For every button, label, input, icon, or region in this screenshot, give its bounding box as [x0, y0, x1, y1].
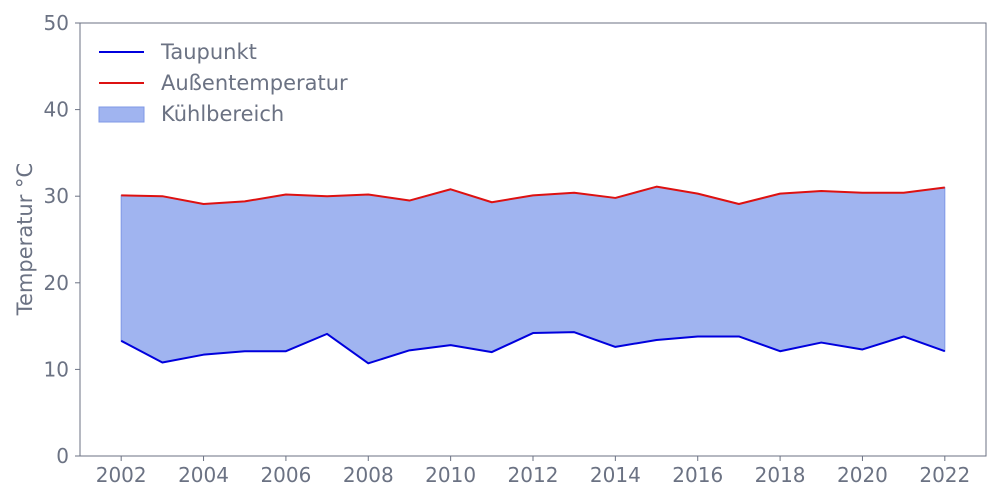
- x-tick-label: 2006: [260, 463, 311, 487]
- y-tick-label: 50: [44, 11, 69, 35]
- x-tick-label: 2018: [755, 463, 806, 487]
- legend: Taupunkt Außentemperatur Kühlbereich: [98, 40, 348, 126]
- legend-label: Kühlbereich: [161, 102, 284, 126]
- y-tick-label: 30: [44, 184, 69, 208]
- legend-entry: Taupunkt: [99, 40, 257, 64]
- x-tick-label: 2008: [343, 463, 394, 487]
- y-tick-label: 0: [56, 444, 69, 468]
- legend-label: Außentemperatur: [161, 71, 348, 95]
- x-tick-label: 2010: [425, 463, 476, 487]
- x-tick-label: 2014: [590, 463, 641, 487]
- legend-entry: Außentemperatur: [99, 71, 348, 95]
- cooling-range-area: [120, 186, 946, 364]
- y-tick-label: 20: [44, 271, 69, 295]
- y-tick-label: 40: [44, 98, 69, 122]
- x-tick-label: 2012: [508, 463, 559, 487]
- series-line-aussentemperatur: [121, 185, 945, 205]
- legend-label: Taupunkt: [160, 40, 257, 64]
- y-tick-label: 10: [44, 357, 69, 381]
- axes: 2002 2004 2006 2008 2010 2012 2014 2016 2018 2020…: [44, 11, 987, 487]
- series-line-taupunkt: [120, 331, 946, 365]
- y-axis-title: Temperatur °C: [13, 163, 37, 316]
- x-tick-label: 2020: [837, 463, 888, 487]
- x-tick-label: 2016: [672, 463, 723, 487]
- x-tick-label: 2004: [178, 463, 229, 487]
- legend-area-swatch: [98, 106, 145, 123]
- x-tick-label: 2022: [919, 463, 970, 487]
- x-tick-label: 2002: [96, 463, 147, 487]
- plot-area: [120, 185, 946, 365]
- legend-entry: Kühlbereich: [98, 102, 284, 126]
